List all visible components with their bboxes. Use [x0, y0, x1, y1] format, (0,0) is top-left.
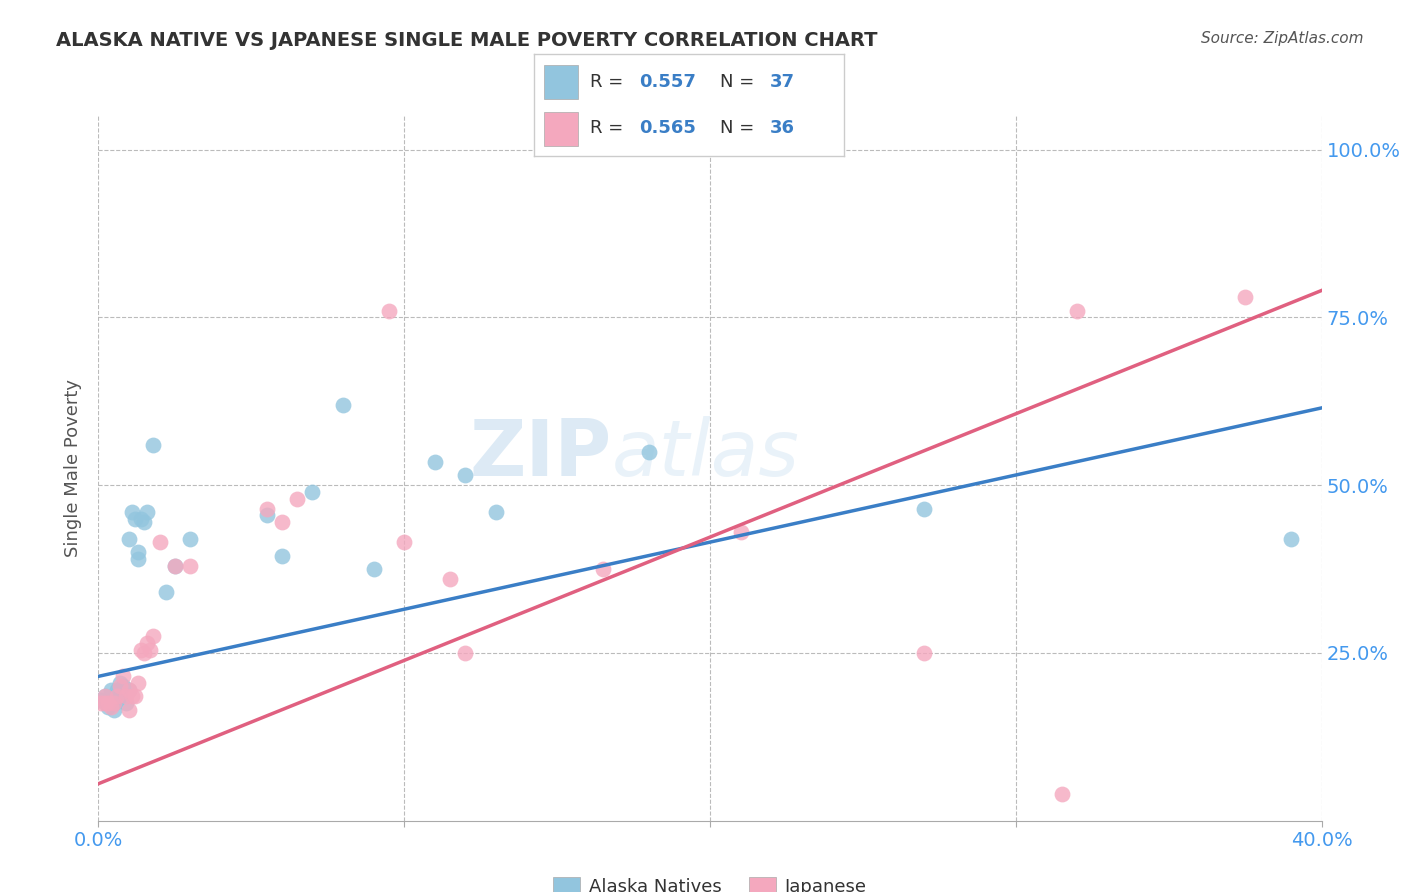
Text: 0.557: 0.557 [640, 73, 696, 91]
Point [730, 524, 752, 539]
Point [90, 693, 112, 707]
Point [392, 535, 416, 549]
Point [134, 646, 156, 660]
Point [378, 303, 401, 318]
Point [115, 690, 138, 704]
Point [124, 690, 146, 704]
Point [163, 558, 186, 573]
Bar [544, 65, 578, 99]
Text: N =: N = [720, 119, 759, 136]
Point [118, 682, 141, 697]
Point [111, 669, 134, 683]
Point [108, 680, 131, 694]
Point [439, 572, 461, 586]
Point [105, 682, 128, 697]
Point [108, 690, 131, 704]
Point [93, 690, 115, 704]
Point [301, 484, 323, 499]
Text: ZIP: ZIP [470, 417, 612, 492]
Point [423, 454, 446, 468]
Text: R =: R = [591, 119, 628, 136]
Point [142, 438, 165, 452]
Point [115, 696, 138, 710]
Point [118, 532, 141, 546]
Point [121, 505, 143, 519]
Point [124, 511, 146, 525]
Point [912, 501, 935, 516]
Point [270, 549, 292, 563]
Point [1234, 290, 1257, 304]
Point [100, 699, 122, 714]
Point [105, 690, 128, 704]
Point [270, 515, 292, 529]
Legend: Alaska Natives, Japanese: Alaska Natives, Japanese [546, 870, 875, 892]
Point [129, 511, 152, 525]
Point [163, 558, 186, 573]
Point [592, 562, 614, 576]
Point [256, 508, 278, 523]
Point [363, 562, 385, 576]
Point [285, 491, 308, 506]
Text: N =: N = [720, 73, 759, 91]
Text: 36: 36 [769, 119, 794, 136]
Point [1050, 787, 1073, 801]
Point [149, 535, 172, 549]
Point [108, 676, 131, 690]
Point [100, 696, 122, 710]
Point [103, 696, 125, 710]
Point [93, 696, 115, 710]
Point [454, 646, 477, 660]
Point [97, 696, 120, 710]
Point [100, 682, 122, 697]
Point [103, 696, 125, 710]
Point [93, 690, 115, 704]
Point [127, 676, 149, 690]
Point [1279, 532, 1302, 546]
Text: ALASKA NATIVE VS JAPANESE SINGLE MALE POVERTY CORRELATION CHART: ALASKA NATIVE VS JAPANESE SINGLE MALE PO… [56, 31, 877, 50]
Bar [544, 112, 578, 145]
Point [90, 696, 112, 710]
Point [1066, 303, 1088, 318]
Point [127, 552, 149, 566]
Point [256, 501, 278, 516]
Point [142, 629, 165, 643]
Point [179, 532, 201, 546]
Point [155, 585, 177, 599]
Point [637, 444, 661, 458]
Point [136, 505, 159, 519]
Text: 0.565: 0.565 [640, 119, 696, 136]
Point [118, 682, 141, 697]
Point [129, 642, 152, 657]
Point [134, 515, 156, 529]
Point [139, 642, 162, 657]
Point [332, 398, 354, 412]
Text: Source: ZipAtlas.com: Source: ZipAtlas.com [1201, 31, 1364, 46]
Point [105, 693, 128, 707]
Point [454, 468, 477, 483]
Y-axis label: Single Male Poverty: Single Male Poverty [65, 379, 83, 558]
Point [912, 646, 935, 660]
Point [111, 680, 134, 694]
Point [103, 703, 125, 717]
Point [118, 703, 141, 717]
Point [485, 505, 508, 519]
Text: 37: 37 [769, 73, 794, 91]
Text: atlas: atlas [612, 417, 800, 492]
Point [121, 690, 143, 704]
Point [136, 636, 159, 650]
Text: R =: R = [591, 73, 628, 91]
Point [97, 699, 120, 714]
Point [127, 545, 149, 559]
Point [179, 558, 201, 573]
